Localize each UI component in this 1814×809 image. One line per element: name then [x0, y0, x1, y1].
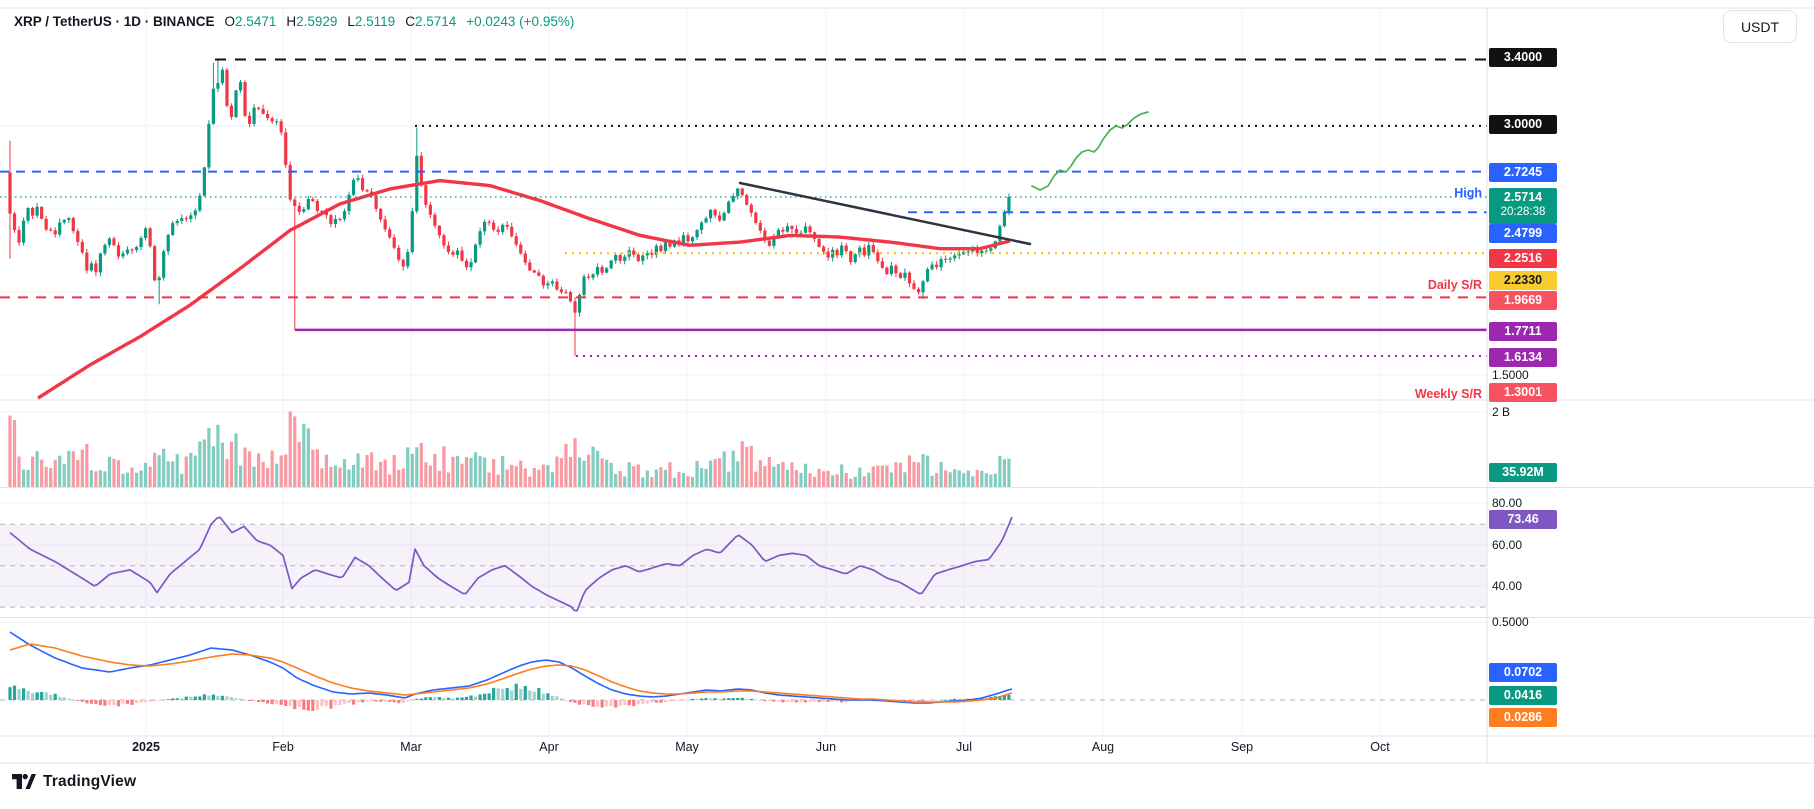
price-label: 2.2516 [1489, 248, 1557, 268]
price-label: 1.9669 [1489, 290, 1557, 310]
price-label: 1.6134 [1489, 347, 1557, 367]
month-label: 2025 [132, 740, 160, 754]
price-label: 1.3001 [1489, 382, 1557, 402]
price-label: 3.4000 [1489, 47, 1557, 67]
month-label: Sep [1230, 740, 1254, 754]
axis-tick: 1.5000 [1492, 368, 1529, 382]
axis-tick: 40.00 [1492, 579, 1523, 593]
macd-hist-layer [8, 683, 1011, 711]
price-label: 73.46 [1489, 509, 1557, 529]
axis-tick: 2 B [1492, 405, 1511, 419]
ohlc-low: L2.5119 [347, 13, 396, 29]
price-label: 3.0000 [1489, 114, 1557, 134]
price-label: 2.7245 [1489, 162, 1557, 182]
month-label: May [675, 740, 699, 754]
volume-layer [8, 411, 1011, 487]
high-line-label: High [1454, 186, 1482, 200]
daily-sr-label: Daily S/R [1427, 278, 1482, 292]
price-label: 0.0286 [1489, 707, 1557, 727]
symbol-title[interactable]: XRP / TetherUS · 1D · BINANCE [14, 13, 215, 29]
weekly-sr-label: Weekly S/R [1414, 387, 1482, 401]
axis-tick: 80.00 [1492, 496, 1523, 510]
brand-name: TradingView [43, 773, 137, 790]
ohlc-open: O2.5471 [224, 13, 277, 29]
tradingview-logo-icon [12, 773, 36, 789]
countdown-timer: 20:28:38 [1500, 205, 1546, 218]
price-change: +0.0243 (+0.95%) [466, 13, 575, 29]
ohlc-high: H2.5929 [286, 13, 338, 29]
ohlc-close: C2.5714 [405, 13, 457, 29]
price-label: 0.0702 [1489, 662, 1557, 682]
currency-toggle-button[interactable]: USDT [1723, 10, 1797, 43]
price-label: 2.4799 [1489, 223, 1557, 243]
month-label: Oct [1370, 740, 1390, 754]
month-label: Jul [956, 740, 972, 754]
axis-tick: 0.5000 [1492, 615, 1529, 629]
price-label: 2.2330 [1489, 270, 1557, 290]
symbol-legend: XRP / TetherUS · 1D · BINANCE O2.5471 H2… [14, 11, 574, 31]
month-label: Feb [272, 740, 294, 754]
month-label: Aug [1091, 740, 1115, 754]
month-label: Jun [815, 740, 837, 754]
axis-tick: 60.00 [1492, 538, 1523, 552]
price-label: 1.7711 [1489, 321, 1557, 341]
tradingview-brand[interactable]: TradingView [12, 771, 136, 793]
month-label: Apr [539, 740, 559, 754]
price-label: 35.92M [1489, 462, 1557, 482]
price-label: 2.5714 20:28:38 [1489, 187, 1557, 224]
month-label: Mar [400, 740, 422, 754]
price-label: 0.0416 [1489, 685, 1557, 705]
